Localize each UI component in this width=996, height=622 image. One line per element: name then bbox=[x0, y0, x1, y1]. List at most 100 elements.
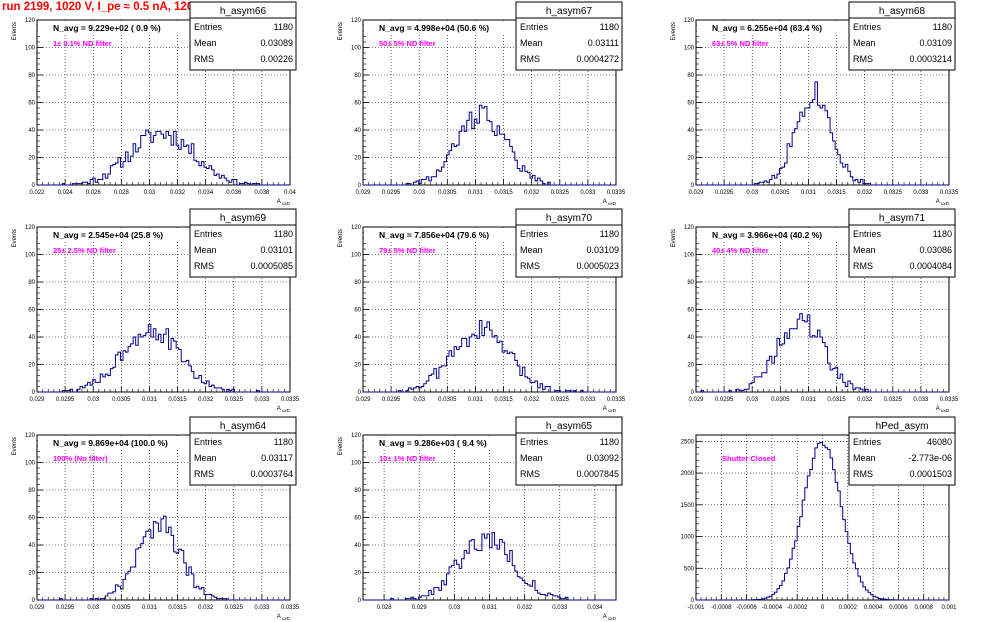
histogram-series bbox=[37, 324, 290, 393]
x-tick-label: 0.03 bbox=[449, 605, 461, 611]
x-tick-label: 0.04 bbox=[284, 190, 296, 196]
y-tick-label: 80 bbox=[28, 488, 35, 494]
x-tick-label: 0.033 bbox=[552, 605, 568, 611]
navg-label: N_avg = 9.286e+03 ( 9.4 %) bbox=[379, 438, 487, 448]
x-tick-label: 0.034 bbox=[587, 605, 603, 611]
stats-value: 46080 bbox=[927, 437, 952, 447]
x-tick-label: 0.0305 bbox=[112, 397, 131, 403]
stats-value: 0.0004084 bbox=[909, 261, 952, 271]
histogram-panel-h_asym67: 0.029 0.0295 0.03 0.0305 0.031 0.0315 0.032 0.0… bbox=[338, 1, 626, 206]
navg-box bbox=[697, 21, 850, 35]
navg-box bbox=[364, 228, 517, 242]
y-axis-label: Events bbox=[338, 22, 344, 40]
y-tick-label: 20 bbox=[687, 156, 694, 162]
y-tick-label: 1500 bbox=[681, 503, 695, 509]
x-tick-label: 0.0335 bbox=[607, 190, 626, 196]
y-tick-label: 120 bbox=[684, 18, 695, 24]
histogram-panel-h_asym66: 0.022 0.024 0.026 0.028 0.03 0.032 0.034 0.036 0… bbox=[12, 1, 297, 206]
filter-annotation: 40± 4% ND filter bbox=[712, 246, 769, 255]
y-axis-label: Events bbox=[12, 22, 18, 40]
x-tick-label: 0.032 bbox=[198, 605, 214, 611]
stats-value: 0.03086 bbox=[919, 245, 952, 255]
y-tick-label: 0 bbox=[691, 183, 695, 189]
x-axis-label: A uxD bbox=[277, 614, 291, 621]
x-tick-label: 0.033 bbox=[254, 397, 270, 403]
stats-label: Mean bbox=[520, 38, 543, 48]
y-axis-label: Events bbox=[12, 229, 18, 247]
x-tick-label: 0.029 bbox=[29, 605, 45, 611]
stats-value: 0.03089 bbox=[260, 38, 293, 48]
stats-box: h_asym66 Entries 1180 Mean 0.03089 RMS 0.00226 bbox=[189, 1, 297, 71]
x-tick-label: 0.038 bbox=[254, 190, 270, 196]
stats-box: h_asym70 Entries 1180 Mean 0.03109 RMS 0.00050… bbox=[515, 208, 623, 278]
y-tick-label: 20 bbox=[687, 363, 694, 369]
histogram-panel-h_asym64: 0.029 0.0295 0.03 0.0305 0.031 0.0315 0.032 0.0… bbox=[12, 416, 300, 621]
y-tick-label: 100 bbox=[351, 461, 362, 467]
x-tick-label: 0.0325 bbox=[225, 397, 244, 403]
stats-label: Entries bbox=[520, 22, 549, 32]
stats-label: RMS bbox=[520, 261, 540, 271]
y-tick-label: 100 bbox=[684, 46, 695, 52]
stats-value: 0.0005023 bbox=[576, 261, 619, 271]
x-tick-label: 0.032 bbox=[170, 190, 186, 196]
x-tick-label: 0.031 bbox=[468, 190, 484, 196]
y-tick-label: 100 bbox=[684, 253, 695, 259]
stats-label: RMS bbox=[853, 261, 873, 271]
x-tick-label: 0.03 bbox=[746, 397, 758, 403]
stats-label: RMS bbox=[520, 54, 540, 64]
x-tick-label: 0.029 bbox=[688, 397, 704, 403]
y-tick-label: 120 bbox=[25, 18, 36, 24]
stats-label: RMS bbox=[853, 54, 873, 64]
x-tick-label: -0.0004 bbox=[762, 605, 783, 611]
filter-annotation: 63± 5% ND filter bbox=[712, 39, 769, 48]
stats-frame bbox=[189, 208, 297, 278]
histogram-name: h_asym67 bbox=[546, 6, 593, 17]
stats-frame bbox=[189, 416, 297, 486]
x-tick-label: 0.0295 bbox=[382, 190, 401, 196]
y-tick-label: 100 bbox=[351, 46, 362, 52]
x-axis-label: A uxD bbox=[277, 406, 291, 413]
stats-label: RMS bbox=[853, 469, 873, 479]
x-tick-label: 0.032 bbox=[517, 605, 533, 611]
histogram-series bbox=[696, 313, 949, 393]
x-tick-label: 0.032 bbox=[524, 190, 540, 196]
histogram-series bbox=[696, 441, 949, 601]
x-tick-label: 0.0315 bbox=[827, 397, 846, 403]
x-axis-label: A uxD bbox=[603, 406, 617, 413]
x-tick-label: 0.0325 bbox=[551, 397, 570, 403]
y-tick-label: 40 bbox=[28, 543, 35, 549]
stats-box: h_asym68 Entries 1180 Mean 0.03109 RMS 0.00032… bbox=[848, 1, 956, 71]
x-tick-label: 0.032 bbox=[524, 397, 540, 403]
stats-label: Entries bbox=[853, 229, 882, 239]
x-tick-label: 0.0295 bbox=[715, 397, 734, 403]
x-tick-label: 0.0335 bbox=[281, 605, 300, 611]
stats-frame bbox=[848, 208, 956, 278]
x-tick-label: 0.03 bbox=[144, 190, 156, 196]
run-title: run 2199, 1020 V, I_pe ≈ 0.5 nA, 120 Hz bbox=[2, 1, 211, 13]
y-tick-label: 60 bbox=[28, 308, 35, 314]
stats-label: Entries bbox=[194, 229, 223, 239]
y-tick-label: 0 bbox=[691, 598, 695, 604]
histogram-series bbox=[363, 532, 616, 601]
x-tick-label: 0.03 bbox=[413, 397, 425, 403]
stats-box: h_asym69 Entries 1180 Mean 0.03101 RMS 0.00050… bbox=[189, 208, 297, 278]
x-tick-label: 0.0315 bbox=[827, 190, 846, 196]
y-tick-label: 500 bbox=[684, 566, 695, 572]
stats-label: Mean bbox=[520, 245, 543, 255]
x-tick-label: 0.0295 bbox=[382, 397, 401, 403]
x-tick-label: 0.0305 bbox=[112, 605, 131, 611]
x-tick-label: 0.026 bbox=[86, 190, 102, 196]
x-tick-label: 0.0315 bbox=[168, 397, 187, 403]
stats-value: 1180 bbox=[933, 22, 952, 32]
y-tick-label: 60 bbox=[687, 101, 694, 107]
stats-label: Mean bbox=[194, 38, 217, 48]
x-tick-label: 0.029 bbox=[355, 190, 371, 196]
x-tick-label: -0.0006 bbox=[736, 605, 757, 611]
histogram-name: h_asym65 bbox=[546, 421, 593, 432]
x-tick-label: 0.03 bbox=[87, 397, 99, 403]
x-tick-label: 0.0335 bbox=[281, 397, 300, 403]
x-tick-label: 0.028 bbox=[114, 190, 130, 196]
x-tick-label: 0.031 bbox=[801, 190, 817, 196]
x-axis-label: A uxD bbox=[603, 199, 617, 206]
x-tick-label: 0.0305 bbox=[438, 397, 457, 403]
